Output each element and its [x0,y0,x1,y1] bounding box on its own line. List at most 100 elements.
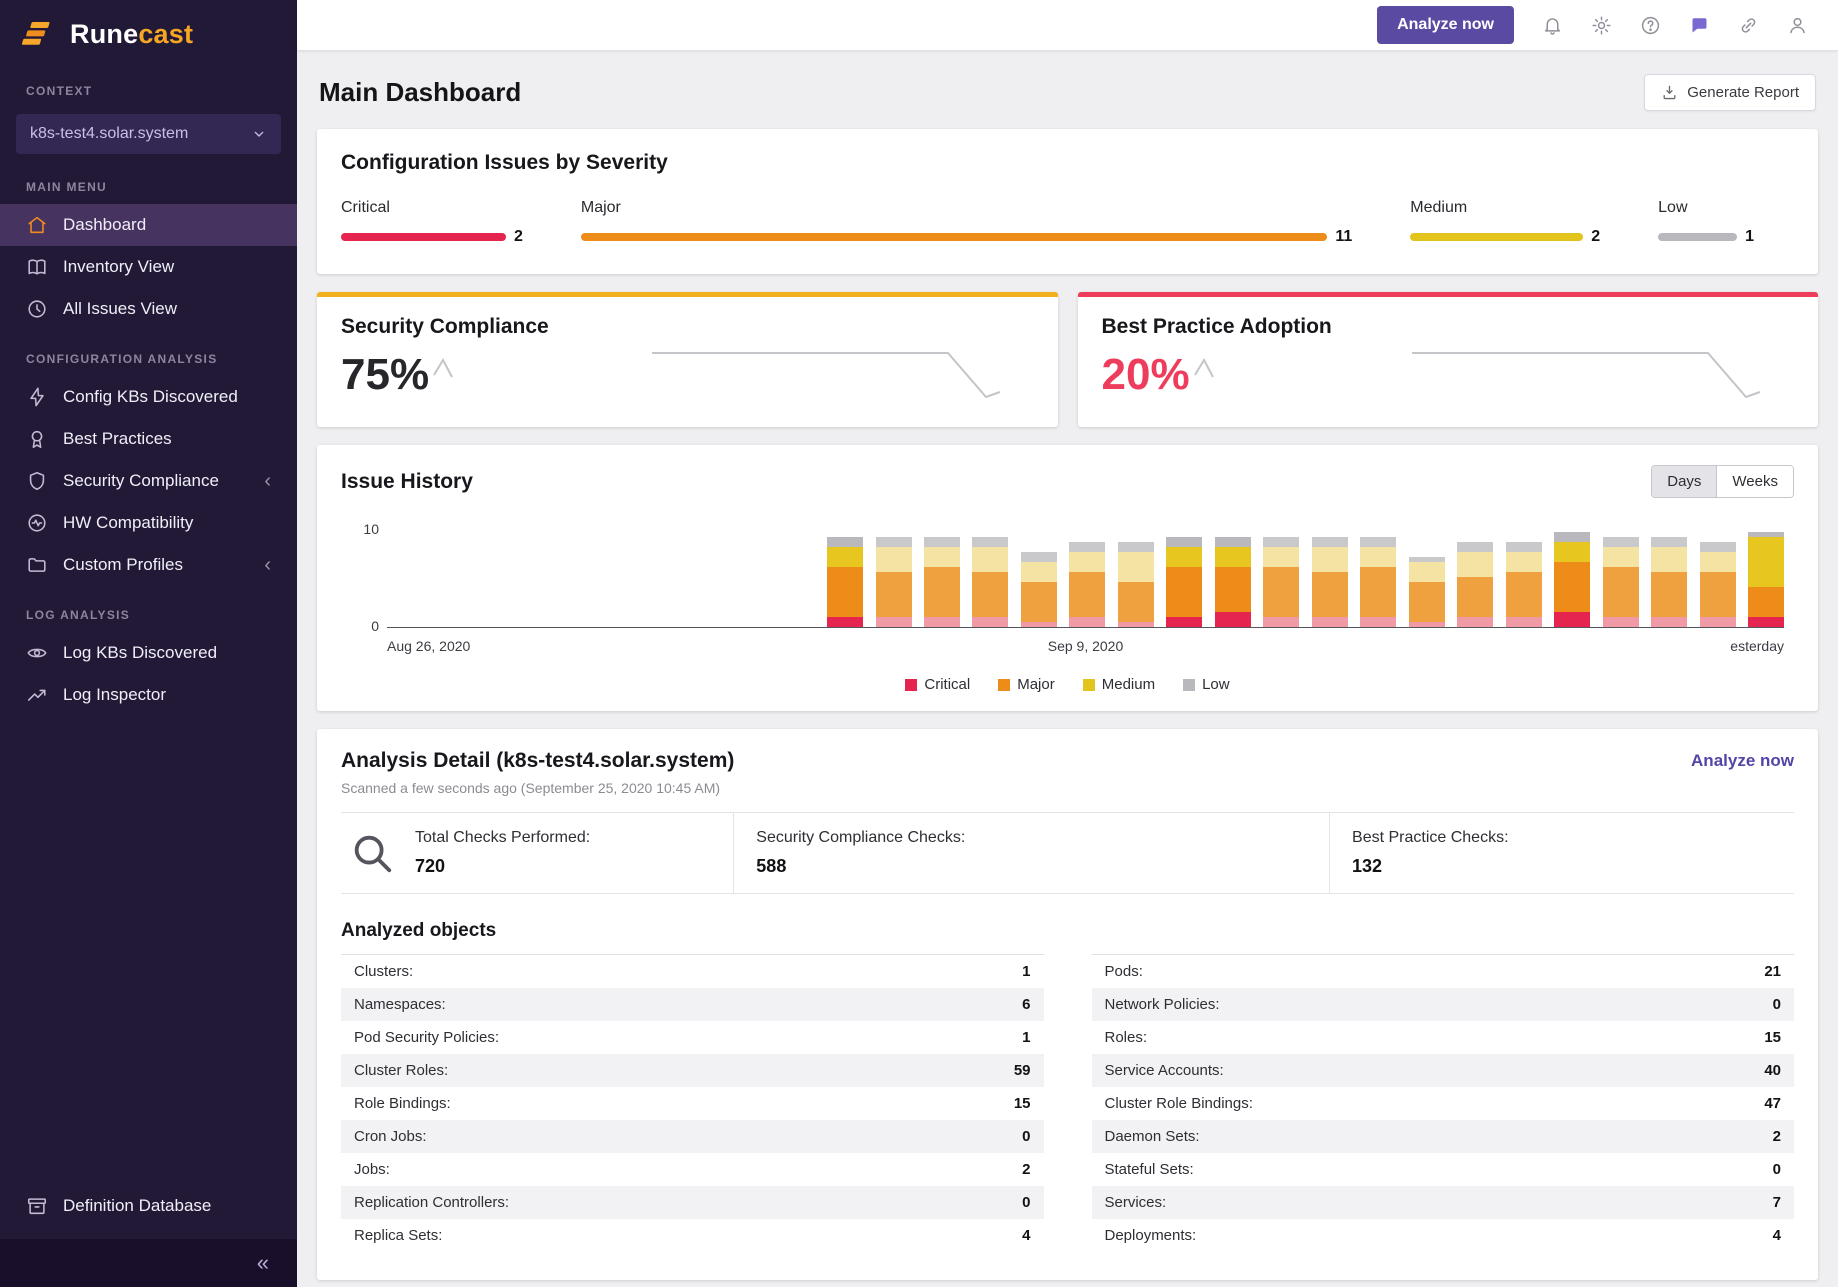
stat-value: 588 [756,856,1307,877]
history-bar-segment-major [1263,567,1299,617]
bell-icon[interactable] [1542,15,1563,36]
history-bar[interactable] [1021,552,1057,627]
history-bar-segment-medium [972,547,1008,572]
history-bar-segment-critical [1166,617,1202,627]
history-bar-segment-major [1700,572,1736,617]
topbar: Analyze now [297,0,1838,50]
history-bar[interactable] [1409,557,1445,627]
toggle-days-button[interactable]: Days [1652,466,1716,497]
generate-report-button[interactable]: Generate Report [1644,74,1816,111]
history-bar-segment-medium [1409,562,1445,582]
sidebar-item-dashboard[interactable]: Dashboard [0,204,297,246]
severity-bars: Critical 2 Major 11 Medium 2 Low 1 [341,199,1794,246]
history-bar-segment-major [1651,572,1687,617]
history-bar[interactable] [1166,537,1202,627]
sidebar-item-security-compliance[interactable]: Security Compliance ‹ [0,460,297,502]
history-bar[interactable] [1263,537,1299,627]
history-bar-segment-medium [1457,552,1493,577]
chat-icon[interactable] [1689,15,1710,36]
toggle-weeks-button[interactable]: Weeks [1716,466,1793,497]
history-bar[interactable] [876,537,912,627]
history-bar-segment-major [1069,572,1105,617]
history-bar-segment-major [1118,582,1154,622]
expand-chevron-icon[interactable]: ‹ [264,555,271,575]
user-icon[interactable] [1787,15,1808,36]
trend-icon [26,684,48,706]
history-bar-segment-low [1554,532,1590,542]
clock-icon [26,298,48,320]
history-bar[interactable] [1506,542,1542,627]
history-bar[interactable] [827,537,863,627]
table-row: Cluster Role Bindings:47 [1092,1087,1795,1120]
logo[interactable]: Runecast [0,0,297,62]
analysis-detail-title: Analysis Detail (k8s-test4.solar.system) [341,749,734,773]
sidebar-collapse-button[interactable]: « [0,1239,297,1287]
best-practice-sparkline [1408,343,1788,407]
sidebar-item-inventory-view[interactable]: Inventory View [0,246,297,288]
severity-critical[interactable]: Critical 2 [341,199,523,246]
history-bar-segment-major [1506,572,1542,617]
legend-swatch [1183,679,1195,691]
legend-critical: Critical [905,676,970,693]
history-bar-segment-medium [1069,552,1105,572]
severity-card-title: Configuration Issues by Severity [341,151,1794,175]
analyze-now-button[interactable]: Analyze now [1377,6,1514,44]
history-bar[interactable] [1603,537,1639,627]
severity-major[interactable]: Major 11 [581,199,1352,246]
severity-low[interactable]: Low 1 [1658,199,1754,246]
sidebar-item-hw-compatibility[interactable]: HW Compatibility [0,502,297,544]
sidebar-item-log-kbs[interactable]: Log KBs Discovered [0,632,297,674]
severity-count: 2 [514,228,523,246]
history-bar[interactable] [1118,542,1154,627]
x-label-end: esterday [1730,638,1784,654]
severity-count: 1 [1745,228,1754,246]
context-selector[interactable]: k8s-test4.solar.system [16,114,281,154]
table-row: Cluster Roles:59 [341,1054,1044,1087]
history-bar-segment-low [924,537,960,547]
history-bar[interactable] [1700,542,1736,627]
severity-medium[interactable]: Medium 2 [1410,199,1600,246]
severity-bar [581,233,1327,241]
expand-chevron-icon[interactable]: ‹ [264,471,271,491]
sidebar-item-log-inspector[interactable]: Log Inspector [0,674,297,716]
history-bar[interactable] [924,537,960,627]
x-label-start: Aug 26, 2020 [387,638,470,654]
help-icon[interactable] [1640,15,1661,36]
security-compliance-value: 75% [341,351,429,399]
severity-label: Medium [1410,199,1600,217]
history-bar[interactable] [1651,537,1687,627]
history-bar-segment-medium [1554,542,1590,562]
best-practice-card: Best Practice Adoption 20% [1078,292,1819,427]
history-bar[interactable] [1312,537,1348,627]
history-bar[interactable] [972,537,1008,627]
legend-low: Low [1183,676,1230,693]
sidebar-item-all-issues-view[interactable]: All Issues View [0,288,297,330]
analysis-stats: Total Checks Performed: 720 Security Com… [341,812,1794,894]
history-bar-segment-low [1700,542,1736,552]
history-bar[interactable] [1215,537,1251,627]
security-sparkline [648,343,1028,407]
history-bar[interactable] [1360,537,1396,627]
sidebar-item-definition-database[interactable]: Definition Database [0,1185,297,1227]
history-bar-segment-critical [827,617,863,627]
analysis-analyze-now-link[interactable]: Analyze now [1691,751,1794,771]
book-icon [26,256,48,278]
sidebar-item-config-kbs[interactable]: Config KBs Discovered [0,376,297,418]
history-bar-segment-medium [1166,547,1202,567]
history-bar-segment-major [1457,577,1493,617]
history-bar[interactable] [1457,542,1493,627]
x-label-mid: Sep 9, 2020 [1048,638,1124,654]
history-bar[interactable] [1069,542,1105,627]
link-icon[interactable] [1738,15,1759,36]
history-bar-segment-low [1312,537,1348,547]
history-bar[interactable] [1554,532,1590,627]
history-bar-segment-major [1312,572,1348,617]
history-bar-segment-major [1409,582,1445,622]
pulse-circle-icon [26,512,48,534]
sidebar-item-best-practices[interactable]: Best Practices [0,418,297,460]
chevron-down-icon [251,126,267,142]
gear-icon[interactable] [1591,15,1612,36]
history-bar[interactable] [1748,532,1784,627]
sidebar-item-custom-profiles[interactable]: Custom Profiles ‹ [0,544,297,586]
table-row: Deployments:4 [1092,1219,1795,1252]
